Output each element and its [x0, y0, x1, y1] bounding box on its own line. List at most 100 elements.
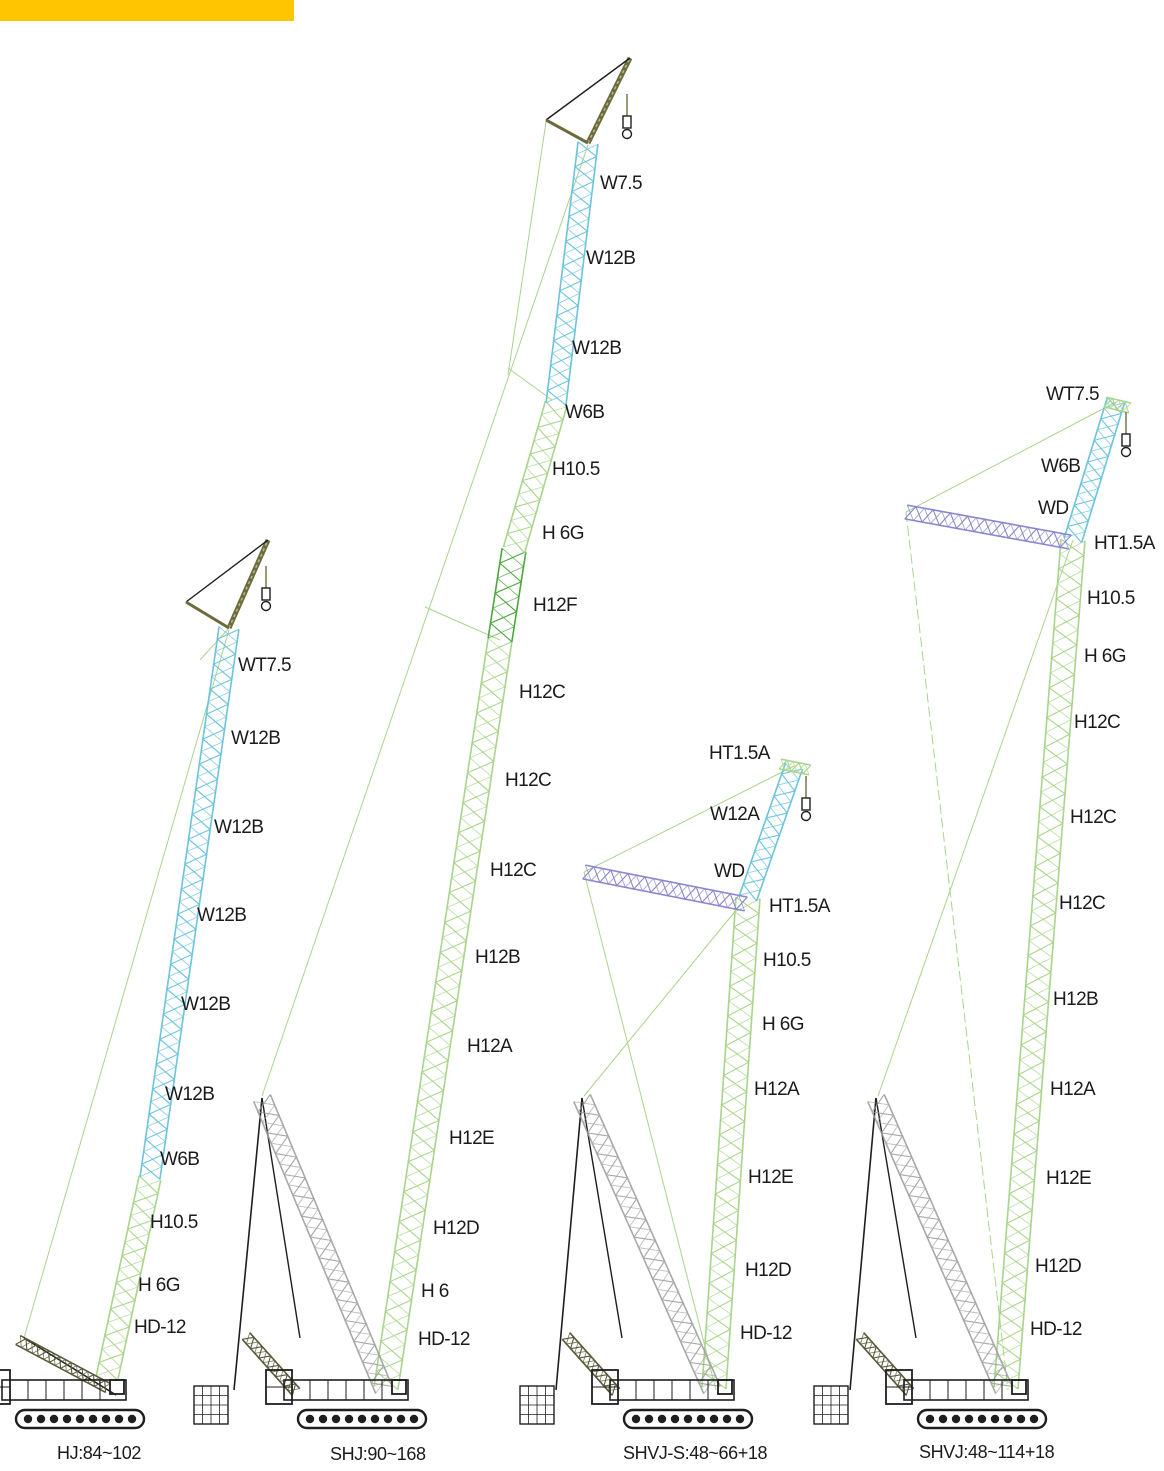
crane-4-jib	[1063, 397, 1126, 543]
crane-1-base	[0, 1369, 146, 1430]
crane-2-label-5: H10.5	[552, 459, 600, 480]
crane-2-jib-stay	[507, 121, 547, 376]
crane-2-label-14: H12D	[433, 1218, 480, 1239]
crane-3-stay-2	[583, 871, 717, 1391]
crane-1-main-boom	[95, 1175, 162, 1381]
crane-4-stay-1	[905, 401, 1117, 513]
crane-4-label-9: H12C	[1059, 893, 1106, 914]
crane-4-backstay-1	[849, 1097, 877, 1391]
crane-4-mast	[867, 1094, 1013, 1394]
crane-3-label-10: HD-12	[740, 1323, 793, 1344]
crane-4-label-2: W6B	[1041, 456, 1081, 477]
crane-bases	[0, 94, 1132, 1430]
crane-4-derrick	[855, 1332, 915, 1396]
crane-2-hook	[621, 94, 633, 140]
crane-4-label-10: H12B	[1053, 989, 1099, 1010]
crane-2-label-11: H12B	[475, 947, 521, 968]
crane-3-mast	[573, 1093, 721, 1394]
crane-1-label-7: W6B	[160, 1149, 200, 1170]
crane-2-label-2: W12B	[586, 248, 636, 269]
crane-2-label-8: H12C	[519, 682, 566, 703]
crane-3-label-4: HT1.5A	[769, 896, 830, 917]
crane-1-label-5: W12B	[181, 994, 231, 1015]
crane-3-label-6: H 6G	[762, 1014, 805, 1035]
crane-3-stay-1	[583, 765, 795, 873]
crane-2-label-9: H12C	[505, 770, 552, 791]
crane-3-backstay-2	[581, 1097, 623, 1339]
crane-3-label-2: W12A	[710, 804, 760, 825]
crane-1-label-1: WT7.5	[238, 655, 292, 676]
yellow-banner	[0, 0, 294, 21]
crane-4-stay-2	[905, 511, 1009, 1391]
crane-3-derrick	[561, 1332, 621, 1396]
boom-lines	[23, 121, 1117, 1396]
crane-2-base	[193, 1369, 428, 1430]
crane-3-label-1: HT1.5A	[709, 743, 770, 764]
crane-2-label-4: W6B	[565, 402, 605, 423]
crane-3-label-7: H12A	[754, 1079, 800, 1100]
crane-2-backstay-1	[233, 1097, 263, 1391]
boom-sections	[15, 56, 1132, 1396]
crane-1-label-4: W12B	[197, 905, 247, 926]
crane-4-label-1: WT7.5	[1046, 384, 1100, 405]
crane-3-hook	[800, 776, 812, 822]
crane-2-tie-2	[507, 367, 553, 401]
crane-1-hook	[260, 566, 272, 612]
crane-2-label-15: H 6	[421, 1281, 449, 1302]
crane-2-mast	[252, 1094, 394, 1394]
crane-1-backstay	[23, 1337, 117, 1396]
crane-1-label-9: H 6G	[138, 1275, 181, 1296]
crane-3-label-3: WD	[714, 861, 745, 882]
crane-4-base	[813, 1369, 1048, 1430]
crane-1-label-2: W12B	[231, 728, 281, 749]
crane-2-pendant	[261, 144, 589, 1097]
crane-3-label-5: H10.5	[763, 950, 811, 971]
crane-2-h12f	[487, 547, 527, 643]
crane-4-label-3: WD	[1038, 498, 1069, 519]
crane-1-label-3: W12B	[214, 817, 264, 838]
crane-2-jib	[545, 141, 599, 406]
crane-2-label-6: H 6G	[542, 523, 585, 544]
crane-2-tie-1	[424, 606, 501, 641]
crane-1-caption: HJ:84~102	[57, 1443, 141, 1463]
crane-2-label-7: H12F	[533, 595, 578, 616]
crane-2-label-10: H12C	[490, 860, 537, 881]
crane-3-base	[519, 1369, 754, 1430]
crane-4-label-14: HD-12	[1030, 1319, 1083, 1340]
crane-3-jib-tip	[778, 758, 812, 776]
crane-2-label-3: W12B	[572, 338, 622, 359]
crane-2-caption: SHJ:90~168	[330, 1444, 426, 1464]
crane-3-backstay-1	[555, 1097, 583, 1391]
crane-4-label-12: H12E	[1046, 1168, 1092, 1189]
crane-4-label-8: H12C	[1070, 807, 1117, 828]
crane-3-label-8: H12E	[748, 1167, 794, 1188]
crane-3-label-9: H12D	[745, 1260, 792, 1281]
crane-3-main-boom	[701, 896, 761, 1390]
crane-4-main-boom	[993, 538, 1086, 1390]
crane-1-tie	[199, 627, 230, 661]
crane-4-label-5: H10.5	[1087, 588, 1135, 609]
crane-4-caption: SHVJ:48~114+18	[919, 1442, 1055, 1462]
crane-2-main-boom	[373, 637, 513, 1391]
crane-3-pendant	[583, 897, 747, 1097]
crane-1-mast	[15, 1334, 111, 1394]
crane-4-jib-tip	[1103, 396, 1132, 414]
crane-4-label-13: H12D	[1035, 1256, 1082, 1277]
crane-2-label-16: HD-12	[418, 1329, 471, 1350]
crane-1-jib	[139, 626, 240, 1180]
crane-4-label-7: H12C	[1074, 712, 1121, 733]
crane-3-caption: SHVJ-S:48~66+18	[623, 1443, 768, 1463]
crane-1-label-6: W12B	[165, 1084, 215, 1105]
crane-3-jib	[738, 762, 804, 902]
crane-3-strut	[582, 864, 748, 912]
crane-2-upper-boom	[502, 400, 568, 554]
crane-4-pendant	[877, 539, 1074, 1097]
crane-2-label-13: H12E	[449, 1128, 495, 1149]
crane-1-head	[185, 538, 271, 630]
crane-4-backstay-2	[875, 1097, 917, 1339]
crane-2-label-1: W7.5	[600, 173, 643, 194]
crane-2-head	[545, 56, 633, 145]
crane-2-label-12: H12A	[467, 1036, 513, 1057]
crane-1-label-8: H10.5	[150, 1212, 198, 1233]
